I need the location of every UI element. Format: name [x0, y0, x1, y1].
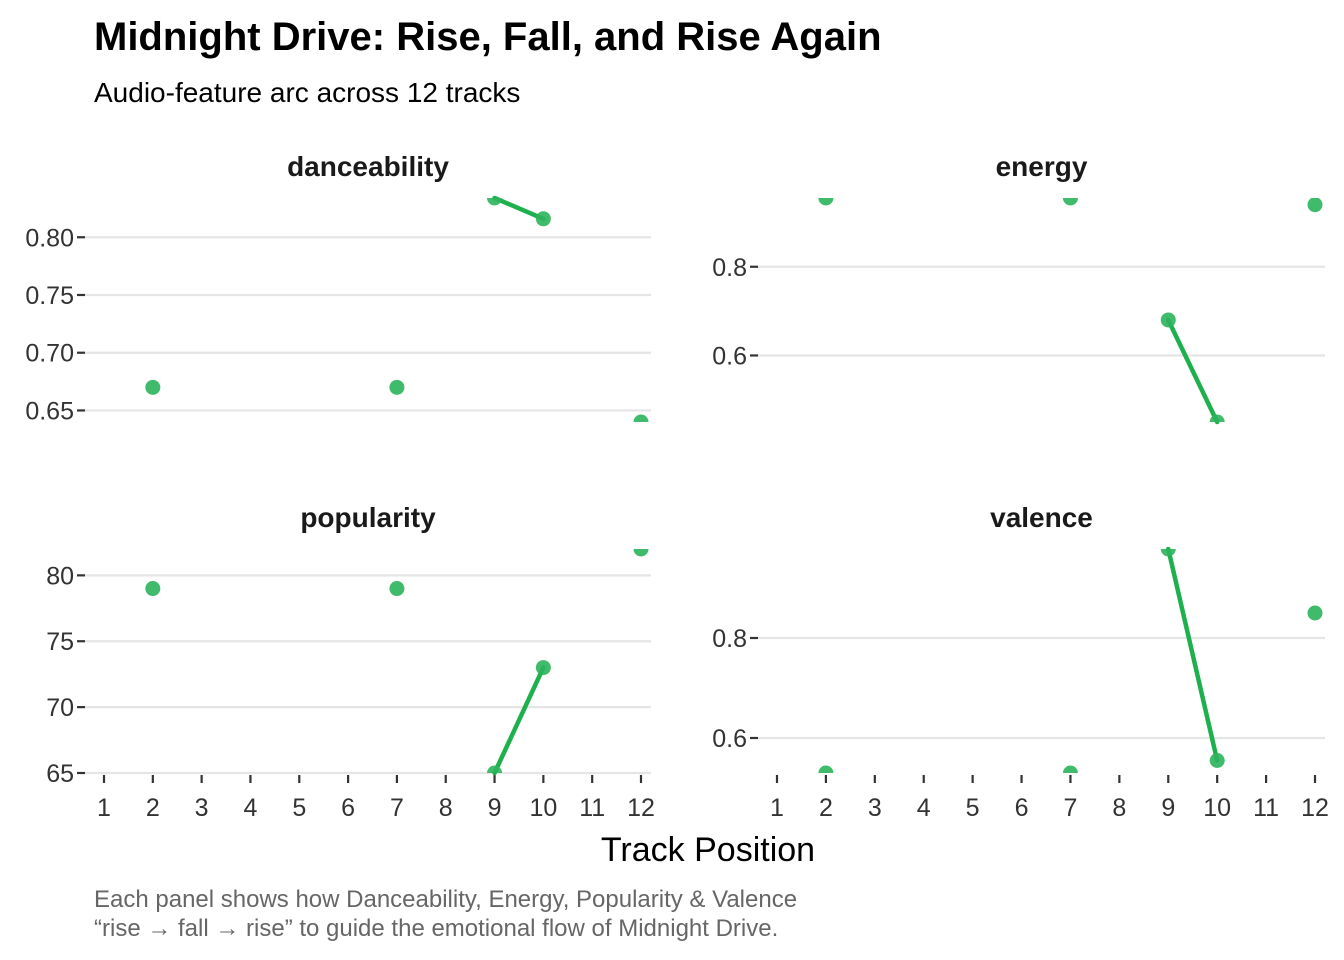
x-tick-label-popularity: 11: [579, 794, 605, 822]
x-tick-label-valence: 7: [1064, 794, 1078, 822]
x-tick-label-valence: 2: [819, 794, 833, 822]
data-point-popularity: [633, 549, 649, 557]
series-line-popularity: [492, 665, 546, 776]
data-point-valence: [1062, 765, 1078, 773]
x-tick-label-valence: 6: [1015, 794, 1029, 822]
points-valence: [818, 549, 1323, 773]
series-line-danceability: [492, 195, 546, 222]
x-tick-label-popularity: 3: [195, 794, 209, 822]
strip-label-energy: energy: [996, 151, 1088, 182]
x-tick-label-valence: 9: [1161, 794, 1175, 822]
x-tick-label-valence: 8: [1112, 794, 1126, 822]
data-point-popularity: [487, 765, 503, 773]
x-tick-label-popularity: 1: [97, 794, 111, 822]
data-point-danceability: [389, 379, 405, 395]
y-tick-label-valence: 0.8: [712, 625, 747, 653]
y-tick-label-valence: 0.6: [712, 725, 747, 753]
x-tick-label-valence: 12: [1301, 794, 1329, 822]
y-tick-label-popularity: 70: [46, 694, 74, 722]
panel-danceability: danceability 0.80 0.75 0.70 0.65: [25, 151, 651, 425]
series-line-energy: [1166, 317, 1220, 425]
facet-panels: danceability0.800.750.700.65energy0.80.6…: [25, 151, 1329, 822]
y-tick-label-danceability: 0.70: [25, 340, 74, 368]
data-point-energy: [1209, 414, 1225, 422]
points-popularity: [145, 549, 649, 773]
points-energy: [818, 198, 1323, 422]
x-tick-label-popularity: 8: [439, 794, 453, 822]
y-tick-label-popularity: 75: [46, 628, 74, 656]
data-point-danceability: [633, 414, 649, 422]
data-point-popularity: [535, 660, 551, 676]
x-tick-label-popularity: 4: [244, 794, 258, 822]
x-tick-label-popularity: 5: [292, 794, 306, 822]
x-tick-label-valence: 10: [1203, 794, 1231, 822]
x-tick-label-popularity: 10: [529, 794, 557, 822]
x-tick-label-valence: 5: [966, 794, 980, 822]
y-tick-label-popularity: 80: [46, 562, 74, 590]
x-tick-label-valence: 11: [1253, 794, 1279, 822]
data-point-valence: [1160, 549, 1176, 557]
y-tick-label-energy: 0.8: [712, 254, 747, 282]
data-point-danceability: [145, 379, 161, 395]
data-point-valence: [1307, 605, 1323, 621]
y-tick-label-danceability: 0.65: [25, 397, 74, 425]
data-point-energy: [1307, 198, 1323, 213]
data-point-energy: [1160, 312, 1176, 328]
x-tick-label-popularity: 7: [390, 794, 404, 822]
data-point-popularity: [145, 581, 161, 597]
data-point-valence: [1209, 753, 1225, 768]
data-point-popularity: [389, 581, 405, 597]
x-axis-label: Track Position: [601, 831, 815, 869]
chart-title: Midnight Drive: Rise, Fall, and Rise Aga…: [94, 15, 882, 59]
x-tick-label-popularity: 2: [146, 794, 160, 822]
data-point-energy: [818, 198, 834, 206]
y-tick-label-popularity: 65: [46, 760, 74, 788]
strip-label-danceability: danceability: [287, 151, 449, 182]
data-point-valence: [818, 765, 834, 773]
data-point-danceability: [535, 211, 551, 227]
data-point-danceability: [487, 198, 503, 206]
points-danceability: [145, 198, 649, 422]
caption-line-2: “rise → fall → rise” to guide the emotio…: [94, 915, 778, 942]
x-tick-label-valence: 3: [868, 794, 882, 822]
x-tick-label-popularity: 12: [627, 794, 655, 822]
y-tick-label-energy: 0.6: [712, 342, 747, 370]
x-tick-label-valence: 4: [917, 794, 931, 822]
x-tick-label-popularity: 9: [488, 794, 502, 822]
y-tick-label-danceability: 0.80: [25, 224, 74, 252]
series-line-valence: [1166, 546, 1220, 763]
x-tick-label-valence: 1: [770, 794, 784, 822]
y-tick-label-danceability: 0.75: [25, 282, 74, 310]
chart-subtitle: Audio-feature arc across 12 tracks: [94, 77, 520, 108]
strip-label-popularity: popularity: [300, 502, 436, 533]
data-point-energy: [1062, 198, 1078, 206]
panel-energy: energy 0.8 0.6: [712, 151, 1325, 425]
caption-line-1: Each panel shows how Danceability, Energ…: [94, 886, 797, 913]
strip-label-valence: valence: [990, 502, 1093, 533]
x-tick-label-popularity: 6: [341, 794, 355, 822]
